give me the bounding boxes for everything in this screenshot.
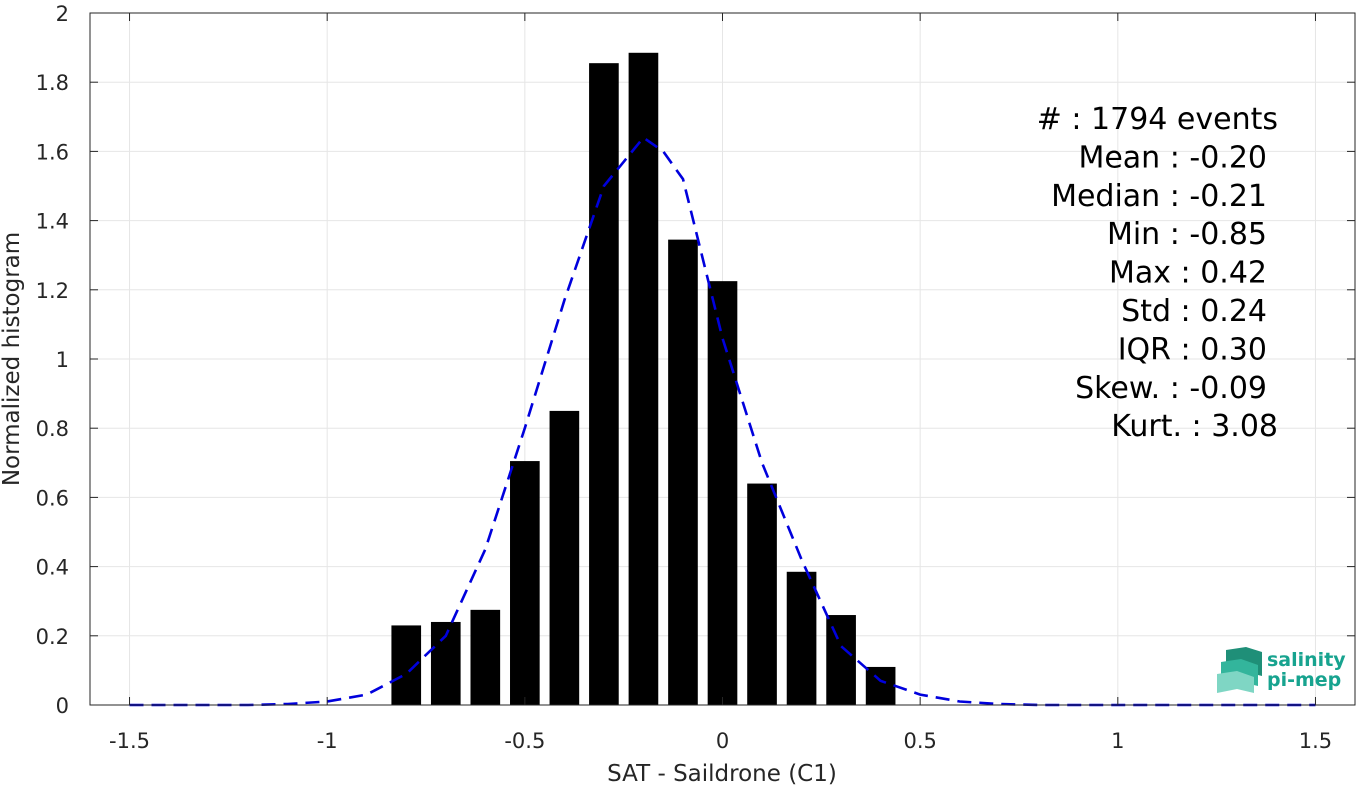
bar-8 xyxy=(707,281,738,705)
bar-2 xyxy=(470,609,501,705)
x-tick-label-4: 0.5 xyxy=(903,729,936,753)
normal-fit-curve xyxy=(129,135,1316,707)
y-tick-label-9: 1.8 xyxy=(36,71,69,95)
bar-9 xyxy=(747,483,777,705)
y-tick-label-8: 1.6 xyxy=(36,140,69,164)
stat-line-0: # : 1794 events xyxy=(1037,102,1278,137)
y-tick-label-6: 1.2 xyxy=(36,279,69,303)
x-tick-label-5: 1 xyxy=(1111,729,1124,753)
x-tick-label-3: 0 xyxy=(716,729,729,753)
histogram-bars xyxy=(391,52,896,706)
logo-text-line1: salinity xyxy=(1267,649,1346,671)
bar-11 xyxy=(826,615,856,705)
bar-12 xyxy=(865,666,896,705)
y-tick-label-7: 1.4 xyxy=(36,210,69,234)
stat-line-1: Mean : -0.20 xyxy=(1078,140,1267,175)
x-tick-label-6: 1.5 xyxy=(1299,729,1332,753)
stat-line-8: Kurt. : 3.08 xyxy=(1111,409,1278,444)
stat-line-5: Std : 0.24 xyxy=(1121,294,1267,329)
stat-line-6: IQR : 0.30 xyxy=(1118,332,1267,367)
stat-line-7: Skew. : -0.09 xyxy=(1075,371,1267,406)
x-tick-label-0: -1.5 xyxy=(109,729,150,753)
y-tick-label-4: 0.8 xyxy=(36,417,69,441)
stat-line-2: Median : -0.21 xyxy=(1051,179,1267,214)
y-tick-label-10: 2 xyxy=(56,2,69,26)
y-tick-label-3: 0.6 xyxy=(36,486,69,510)
y-tick-label-1: 0.2 xyxy=(36,625,69,649)
y-axis-label: Normalized histogram xyxy=(0,232,25,486)
logo-text-line2: pi-mep xyxy=(1267,669,1341,691)
x-axis-label: SAT - Saildrone (C1) xyxy=(607,761,837,785)
logo-mark-icon xyxy=(1217,647,1262,693)
y-tick-label-0: 0 xyxy=(56,694,69,718)
y-tick-labels: 0 0.2 0.4 0.6 0.8 1 1.2 1.4 1.6 1.8 2 xyxy=(36,2,69,718)
axis-ticks xyxy=(90,12,1355,706)
stat-line-4: Max : 0.42 xyxy=(1109,256,1267,291)
bar-6 xyxy=(628,52,659,706)
bar-4 xyxy=(549,410,580,705)
y-tick-label-5: 1 xyxy=(56,348,69,372)
bar-5 xyxy=(589,63,619,706)
bar-3 xyxy=(510,461,540,705)
y-tick-label-2: 0.4 xyxy=(36,556,69,580)
bar-7 xyxy=(668,239,698,705)
x-tick-labels: -1.5 -1 -0.5 0 0.5 1 1.5 xyxy=(109,729,1332,753)
bar-10 xyxy=(786,571,817,705)
x-tick-label-2: -0.5 xyxy=(504,729,545,753)
stat-line-3: Min : -0.85 xyxy=(1107,217,1267,252)
x-tick-label-1: -1 xyxy=(317,729,338,753)
salinity-pi-mep-logo: salinity pi-mep xyxy=(1217,647,1346,693)
